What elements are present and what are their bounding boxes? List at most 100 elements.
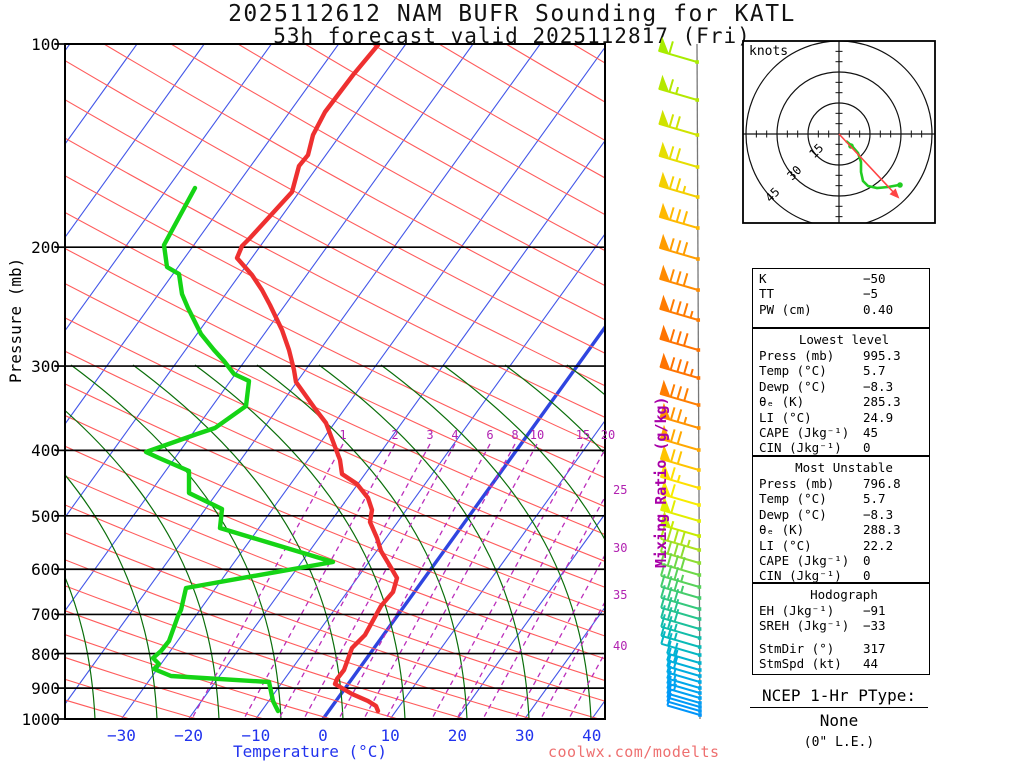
wind-barb [659, 424, 701, 452]
most-unstable-box-title: Most Unstable [795, 460, 893, 475]
wind-barb [659, 294, 701, 322]
temperature-tick-label: 20 [447, 726, 468, 745]
stat-row: CIN (Jkg⁻¹) 0 [759, 440, 871, 456]
temperature-tick-label: 30 [514, 726, 535, 745]
wind-barb [659, 462, 701, 490]
chart-title-line1: 2025112612 NAM BUFR Sounding for KATL [228, 1, 796, 27]
storm-motion-arrow [838, 133, 897, 196]
wind-barb [666, 692, 702, 717]
hodograph-border [742, 40, 936, 224]
wind-barb [659, 402, 701, 430]
wind-barb [659, 264, 700, 292]
wind-barb [658, 36, 699, 64]
temperature-axis-ticks: −30 −20 −10 0 10 20 30 40 [0, 726, 660, 746]
wind-barb [658, 74, 700, 102]
wind-barb [660, 605, 702, 631]
wind-barb [666, 684, 702, 709]
stat-row: θₑ (K) 285.3 [759, 394, 901, 410]
wind-barb [666, 659, 702, 684]
wind-barb [659, 352, 701, 380]
stat-row: Dewp (°C) −8.3 [759, 506, 894, 522]
pressure-tick-label: 800 [31, 644, 60, 664]
stat-row: SREH (Jkg⁻¹) −33 [759, 618, 886, 634]
pressure-axis-label: Pressure (mb) [6, 257, 25, 383]
stat-row: K −50 [759, 271, 886, 286]
temperature-tick-label: 40 [582, 726, 602, 745]
wind-barb [659, 444, 701, 472]
ptype-title: NCEP 1-Hr PType: [750, 686, 928, 708]
stat-row: CAPE (Jkg⁻¹) 45 [759, 425, 879, 441]
wind-barb [666, 680, 702, 705]
pressure-axis-ticks: 100 200 300 400 500 600 700 800 900 1000 [0, 0, 60, 768]
wind-barb-column [658, 36, 702, 720]
wind-barb [660, 623, 702, 649]
wind-barb [660, 614, 702, 640]
temperature-tick-label: −10 [241, 726, 271, 745]
mixing-ratio-axis-label: Mixing Ratio (g/kg) [652, 396, 670, 568]
temperature-tick-label: 0 [318, 726, 328, 745]
pressure-tick-label: 700 [31, 605, 60, 625]
ptype-value: None [819, 711, 859, 730]
hodo-ring-label: 45 [762, 185, 782, 205]
pressure-tick-label: 200 [31, 238, 60, 258]
zero-isotherm [321, 324, 605, 719]
temperature-curve [234, 44, 400, 714]
wind-barb [666, 670, 702, 695]
wind-barb [658, 233, 700, 261]
indices-box: K −50 TT −5 PW (cm) 0.40 [752, 268, 930, 328]
hodograph-units-label: knots [749, 44, 789, 59]
wind-barb [666, 675, 702, 700]
wind-barb [660, 479, 701, 507]
wind-barb [660, 510, 701, 538]
wind-barb [658, 171, 700, 199]
wind-barb [660, 585, 702, 611]
stat-row: LI (°C) 24.9 [759, 409, 894, 425]
watermark-link[interactable]: coolwx.com/modelts [548, 743, 720, 761]
temperature-axis-label: Temperature (°C) [232, 742, 388, 761]
wind-barb [658, 141, 700, 169]
stat-row: EH (Jkg⁻¹) −91 [759, 603, 886, 618]
stat-row: Press (mb) 796.8 [759, 476, 901, 491]
hodograph-stats-box-title: Hodograph [810, 587, 878, 602]
stat-row: StmDir (°) 317 [759, 640, 886, 656]
pressure-tick-label: 900 [31, 679, 60, 699]
wind-barb [660, 595, 702, 621]
stat-row: TT −5 [759, 286, 879, 302]
stat-row: Dewp (°C) −8.3 [759, 378, 894, 394]
wind-barb [659, 539, 702, 565]
stat-row: θₑ (K) 288.3 [759, 522, 901, 538]
dewpoint-curve [143, 185, 336, 714]
wind-barb [666, 688, 702, 713]
stat-row: PW (cm) 0.40 [759, 301, 894, 317]
wind-barb [660, 574, 702, 600]
most-unstable-box: Most Unstable Press (mb) 796.8 Temp (°C) 5.7… [752, 456, 930, 583]
wind-barb [660, 563, 702, 589]
hodo-ring-label: 30 [784, 163, 804, 183]
wind-barb [660, 495, 701, 523]
pressure-tick-label: 500 [31, 506, 60, 526]
hodograph-stats-box: Hodograph EH (Jkg⁻¹) −91 SREH (Jkg⁻¹) −33 Stm… [752, 583, 930, 675]
wind-barb [666, 665, 702, 690]
wind-barb [660, 551, 702, 577]
temperature-tick-label: −20 [174, 726, 204, 745]
pressure-tick-label: 1000 [21, 710, 60, 729]
hodograph-trace [845, 140, 900, 190]
temperature-tick-label: −30 [106, 726, 136, 745]
wind-barb [666, 640, 702, 665]
ptype-note: (0" L.E.) [803, 735, 875, 750]
pressure-tick-label: 300 [31, 357, 60, 377]
stat-row: Temp (°C) 5.7 [759, 491, 886, 507]
pressure-tick-label: 600 [31, 560, 60, 580]
wind-barb [666, 653, 702, 678]
lowest-level-box-title: Lowest level [798, 332, 890, 347]
barb-staff [696, 43, 701, 720]
temperature-tick-label: 10 [380, 726, 400, 745]
stat-row: Temp (°C) 5.7 [759, 363, 886, 379]
wind-barb [660, 631, 702, 657]
stat-row: LI (°C) 22.2 [759, 537, 894, 553]
stat-row: Press (mb) 995.3 [759, 348, 901, 363]
pressure-tick-label: 100 [31, 35, 60, 54]
wind-barb [659, 526, 702, 552]
